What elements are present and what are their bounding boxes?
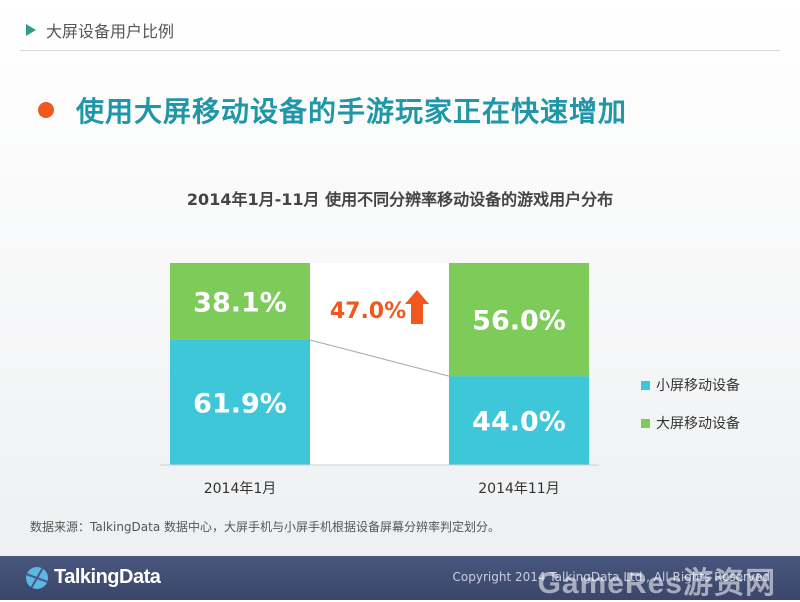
section-title: 大屏设备用户比例: [46, 22, 175, 41]
x-tick-0: 2014年1月: [204, 481, 277, 497]
x-tick-1: 2014年11月: [478, 481, 559, 497]
legend-label-0: 小屏移动设备: [656, 377, 740, 394]
top-divider: [20, 50, 780, 51]
section-header: 大屏设备用户比例: [26, 18, 174, 42]
bar-large-1: [449, 263, 589, 377]
bar-label-large-0: 38.1%: [193, 287, 287, 318]
headline: 使用大屏移动设备的手游玩家正在快速增加: [38, 90, 627, 130]
bar-small-1: [449, 376, 589, 465]
legend-swatch-0: [641, 381, 650, 390]
copyright: Copyright 2014 TalkingData Ltd., All Rig…: [452, 570, 770, 584]
watermark: GameRes游资网: [537, 567, 776, 600]
bar-large-0: [170, 263, 310, 340]
up-arrow-icon: [405, 290, 429, 324]
bar-small-0: [170, 339, 310, 465]
bar-label-small-0: 61.9%: [193, 388, 287, 419]
logo-text: TalkingData: [54, 566, 161, 588]
bar-label-large-1: 56.0%: [472, 306, 566, 337]
connector-line: [309, 339, 450, 377]
talkingdata-logo: TalkingData: [26, 566, 161, 589]
source-note: 数据来源：TalkingData 数据中心，大屏手机与小屏手机根据设备屏幕分辨率…: [30, 520, 501, 534]
footer: TalkingData Copyright 2014 TalkingData L…: [0, 556, 800, 600]
growth-label: 47.0%: [330, 299, 406, 324]
chart-title: 2014年1月-11月 使用不同分辨率移动设备的游戏用户分布: [186, 190, 614, 209]
basketball-icon: [26, 566, 48, 589]
play-icon: [26, 24, 36, 36]
chart-panel: [310, 263, 449, 465]
legend-swatch-1: [641, 419, 650, 428]
bar-label-small-1: 44.0%: [472, 407, 566, 438]
legend-label-1: 大屏移动设备: [656, 415, 740, 432]
bullet-icon: [38, 102, 54, 118]
headline-text: 使用大屏移动设备的手游玩家正在快速增加: [76, 95, 628, 128]
